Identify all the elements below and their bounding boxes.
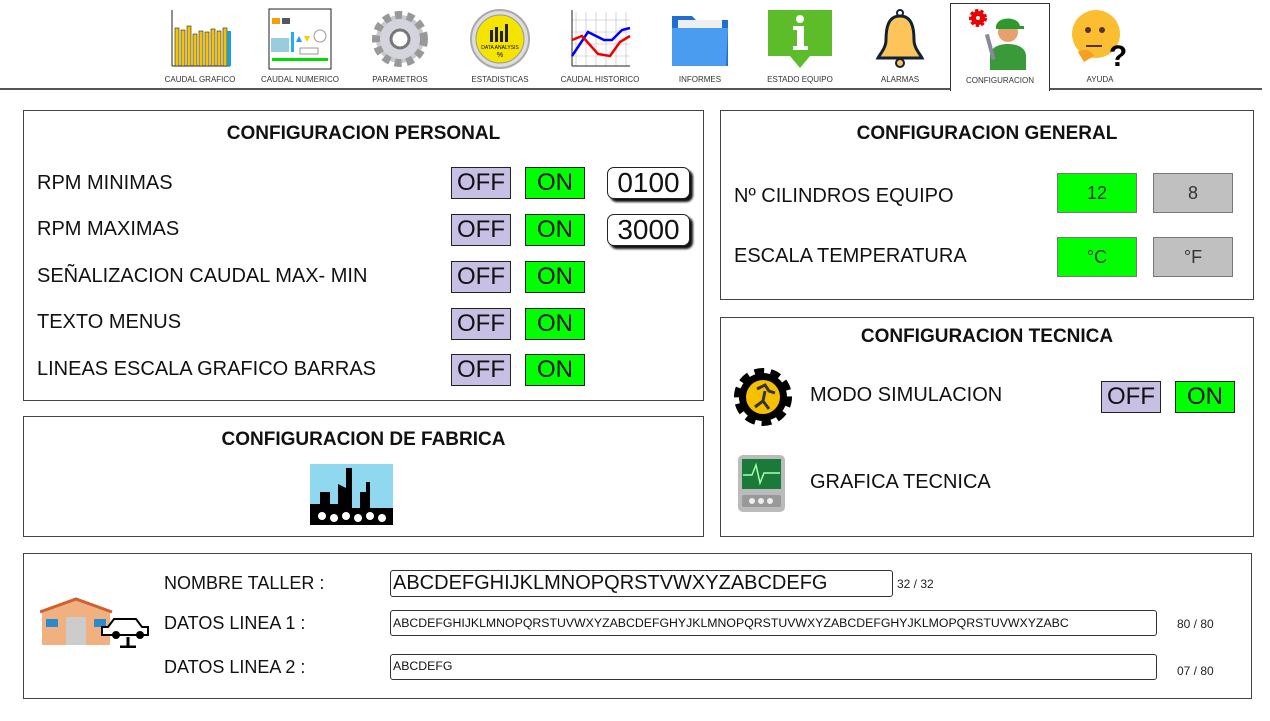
cilindros-8-button[interactable]: 8 <box>1153 173 1233 213</box>
texto-menus-on-button[interactable]: ON <box>525 308 585 340</box>
cilindros-12-button[interactable]: 12 <box>1057 173 1137 213</box>
lineas-escala-off-button[interactable]: OFF <box>451 354 511 386</box>
lineas-escala-on-button[interactable]: ON <box>525 354 585 386</box>
rpm-minimas-label: RPM MINIMAS <box>37 172 173 194</box>
simulacion-on-button[interactable]: ON <box>1175 381 1235 413</box>
datos-linea-1-label: DATOS LINEA 1 : <box>164 613 306 633</box>
dashboard-icon <box>268 8 332 70</box>
panel-title: CONFIGURACION TECNICA <box>860 326 1114 347</box>
datos-linea-1-input[interactable]: ABCDEFGHIJKLMNOPQRSTUVWXYZABCDEFGHYJKLMN… <box>390 610 1157 636</box>
svg-text:%: % <box>497 52 503 59</box>
tab-label: ESTADO EQUIPO <box>767 75 833 84</box>
tab-configuracion[interactable]: CONFIGURACION <box>950 3 1050 91</box>
oscilloscope-icon[interactable] <box>738 455 785 512</box>
tab-caudal-grafico[interactable]: CAUDAL GRAFICO <box>150 4 250 90</box>
rpm-maximas-on-button[interactable]: ON <box>525 214 585 246</box>
datos-linea-2-count: 07 / 80 <box>1177 664 1214 678</box>
cilindros-label: Nº CILINDROS EQUIPO <box>734 185 954 207</box>
info-icon <box>768 10 832 68</box>
tab-caudal-historico[interactable]: CAUDAL HISTORICO <box>550 4 650 90</box>
rpm-maximas-label: RPM MAXIMAS <box>37 218 180 240</box>
factory-icon[interactable] <box>310 464 393 525</box>
rpm-minimas-value[interactable]: 0100 <box>607 167 690 199</box>
escala-temperatura-label: ESCALA TEMPERATURA <box>734 245 967 267</box>
datos-linea-2-label: DATOS LINEA 2 : <box>164 657 306 677</box>
line-chart-icon <box>570 10 631 67</box>
tab-label: ALARMAS <box>880 75 920 84</box>
panel-configuracion-tecnica: CONFIGURACION TECNICA <box>720 317 1254 537</box>
tab-label: INFORMES <box>678 75 722 84</box>
tab-label: CAUDAL NUMERICO <box>261 75 339 84</box>
texto-menus-off-button[interactable]: OFF <box>451 308 511 340</box>
senalizacion-on-button[interactable]: ON <box>525 261 585 293</box>
bar-chart-icon <box>171 10 231 67</box>
texto-menus-label: TEXTO MENUS <box>37 311 182 333</box>
fahrenheit-button[interactable]: °F <box>1153 237 1233 277</box>
panel-configuracion-personal: CONFIGURACION PERSONAL <box>23 110 704 401</box>
data-analysis-icon: DATA ANALYSIS % <box>470 9 530 69</box>
rpm-minimas-on-button[interactable]: ON <box>525 167 585 199</box>
panel-title: CONFIGURACION GENERAL <box>856 123 1118 144</box>
rpm-maximas-off-button[interactable]: OFF <box>451 214 511 246</box>
nombre-taller-count: 32 / 32 <box>897 577 934 591</box>
tab-estado-equipo[interactable]: ESTADO EQUIPO <box>750 4 850 90</box>
senalizacion-off-button[interactable]: OFF <box>451 261 511 293</box>
tab-caudal-numerico[interactable]: CAUDAL NUMERICO <box>250 4 350 90</box>
tab-alarmas[interactable]: ALARMAS <box>850 4 950 90</box>
nombre-taller-input[interactable]: ABCDEFGHIJKLMNOPQRSTVWXYZABCDEFG <box>390 570 893 597</box>
folder-icon <box>672 16 728 66</box>
modo-simulacion-label: MODO SIMULACION <box>810 384 1003 406</box>
gear-icon <box>372 11 428 67</box>
workshop-icon <box>40 597 149 648</box>
datos-linea-2-input[interactable]: ABCDEFG <box>390 654 1157 680</box>
tab-label: AYUDA <box>1086 75 1114 84</box>
panel-title: CONFIGURACION PERSONAL <box>226 123 501 144</box>
tab-label: ESTADISTICAS <box>471 75 529 84</box>
tab-label: CAUDAL GRAFICO <box>164 75 236 84</box>
mechanic-icon <box>969 9 1026 70</box>
lineas-escala-label: LINEAS ESCALA GRAFICO BARRAS <box>37 358 376 380</box>
senalizacion-label: SEÑALIZACION CAUDAL MAX- MIN <box>37 265 368 287</box>
celsius-button[interactable]: °C <box>1057 237 1137 277</box>
tab-label: PARAMETROS <box>372 75 428 84</box>
tab-estadisticas[interactable]: DATA ANALYSIS % ESTADISTICAS <box>450 4 550 90</box>
nombre-taller-label: NOMBRE TALLER : <box>164 573 325 593</box>
tab-label: CONFIGURACION <box>966 76 1034 85</box>
datos-linea-1-count: 80 / 80 <box>1177 617 1214 631</box>
grafica-tecnica-label[interactable]: GRAFICA TECNICA <box>810 471 991 493</box>
rpm-minimas-off-button[interactable]: OFF <box>451 167 511 199</box>
tab-ayuda[interactable]: ? AYUDA <box>1050 4 1150 90</box>
tab-label: CAUDAL HISTORICO <box>560 75 640 84</box>
svg-text:?: ? <box>1109 40 1127 70</box>
simulacion-off-button[interactable]: OFF <box>1101 381 1161 413</box>
svg-text:DATA ANALYSIS: DATA ANALYSIS <box>481 45 519 51</box>
thinking-face-icon: ? <box>1072 10 1127 70</box>
tab-bar-divider <box>0 88 1262 90</box>
tab-parametros[interactable]: PARAMETROS <box>350 4 450 90</box>
panel-title: CONFIGURACION DE FABRICA <box>221 429 506 450</box>
rpm-maximas-value[interactable]: 3000 <box>607 214 690 246</box>
tab-informes[interactable]: INFORMES <box>650 4 750 90</box>
simulation-gear-icon <box>734 368 792 426</box>
bell-icon <box>875 9 925 68</box>
